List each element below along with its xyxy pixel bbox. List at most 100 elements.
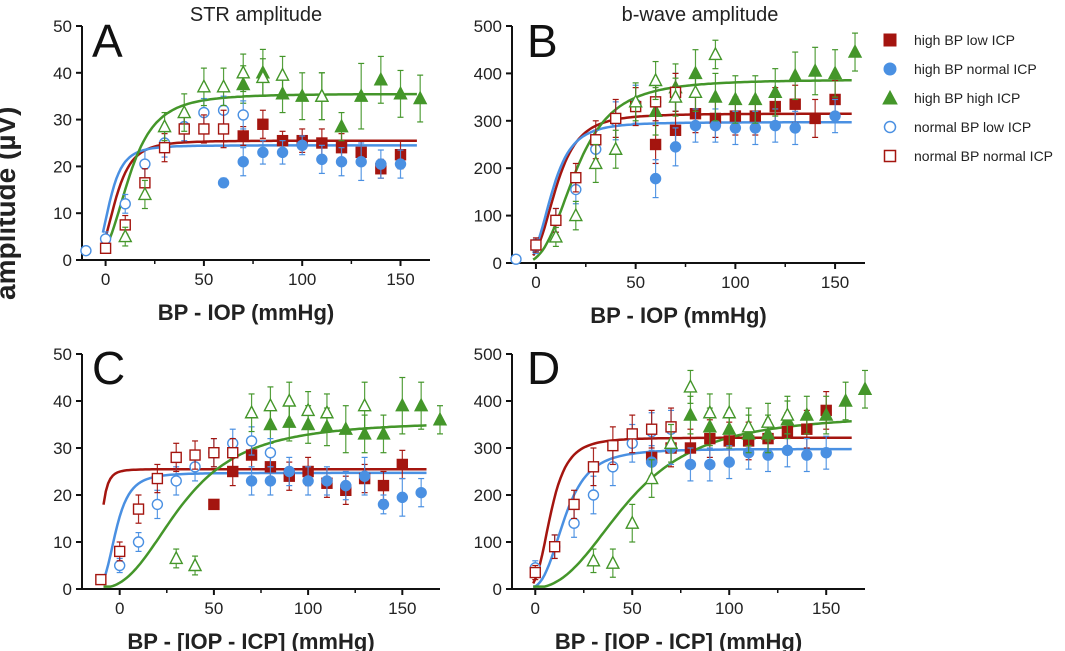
- data-point-circle: [704, 458, 716, 471]
- legend-label: normal BP normal ICP: [914, 148, 1054, 164]
- x-tick-label: 50: [194, 270, 213, 289]
- data-point-circle: [375, 158, 387, 170]
- data-point-triangle: [722, 404, 737, 419]
- data-point-triangle: [588, 155, 603, 170]
- data-point-circle: [340, 479, 352, 492]
- data-point-circle: [170, 475, 182, 487]
- x-tick-label: 150: [812, 599, 840, 618]
- data-point-circle: [749, 122, 762, 134]
- data-point-circle: [302, 475, 314, 487]
- data-point-circle: [355, 156, 367, 168]
- y-tick-label: 200: [474, 486, 502, 505]
- y-tick-label: 0: [493, 580, 502, 599]
- data-point-circle: [264, 475, 277, 487]
- y-tick-label: 50: [53, 17, 72, 36]
- data-point-triangle: [788, 67, 803, 82]
- data-point-square: [529, 566, 541, 579]
- y-tick-label: 500: [474, 345, 502, 364]
- y-tick-label: 10: [53, 533, 72, 552]
- data-point-circle: [283, 465, 295, 478]
- y-tick-label: 500: [474, 17, 502, 36]
- data-point-triangle: [196, 78, 212, 93]
- data-point-circle: [113, 559, 126, 572]
- y-tick-label: 50: [53, 345, 72, 364]
- data-point-triangle: [683, 378, 698, 393]
- x-tick-label: 150: [821, 273, 849, 292]
- data-point-triangle: [314, 88, 330, 102]
- data-point-triangle: [728, 91, 743, 106]
- x-tick-label: 150: [386, 270, 414, 289]
- data-point-triangle: [628, 93, 643, 108]
- data-point-square: [570, 171, 582, 184]
- data-point-triangle: [663, 435, 679, 449]
- data-point-triangle: [187, 557, 203, 572]
- data-point-circle: [80, 244, 92, 257]
- x-tick-label: 0: [531, 599, 540, 618]
- data-point-square: [550, 214, 562, 227]
- data-point-square: [590, 134, 602, 146]
- data-point-circle: [237, 109, 249, 121]
- data-point-triangle: [169, 550, 184, 565]
- data-point-circle: [729, 122, 742, 134]
- data-point-square: [170, 451, 182, 464]
- data-point-triangle: [300, 402, 316, 417]
- data-point-circle: [217, 177, 230, 189]
- data-point-triangle: [118, 228, 133, 243]
- data-point-triangle: [827, 65, 843, 80]
- panel-letter: A: [92, 15, 123, 67]
- data-point-circle: [151, 498, 164, 511]
- y-tick-label: 40: [53, 392, 72, 411]
- data-point-circle: [99, 233, 112, 245]
- x-tick-label: 0: [101, 270, 110, 289]
- data-point-square: [198, 123, 210, 135]
- y-tick-label: 20: [53, 157, 72, 176]
- data-point-triangle: [799, 407, 814, 421]
- data-point-triangle: [282, 392, 297, 407]
- legend-marker-open-square: [883, 149, 897, 163]
- data-point-square: [132, 503, 145, 515]
- data-point-circle: [377, 498, 390, 511]
- data-point-circle: [257, 146, 269, 159]
- x-tick-label: 0: [115, 599, 124, 618]
- data-point-triangle: [807, 63, 823, 77]
- data-point-circle: [510, 253, 522, 265]
- data-point-triangle: [357, 397, 372, 412]
- data-point-square: [548, 541, 561, 553]
- data-point-triangle: [748, 91, 763, 106]
- data-point-square: [626, 428, 638, 440]
- data-point-triangle: [395, 397, 410, 412]
- data-point-circle: [829, 110, 841, 122]
- data-point-triangle: [760, 414, 776, 428]
- data-point-triangle: [393, 85, 408, 100]
- x-tick-label: 100: [715, 599, 743, 618]
- data-point-circle: [119, 198, 131, 210]
- legend-item-high-bp-normal-icp: high BP normal ICP: [883, 59, 1053, 88]
- y-tick-label: 40: [53, 64, 72, 83]
- data-point-triangle: [608, 141, 623, 155]
- data-point-circle: [649, 172, 662, 185]
- data-point-triangle: [683, 407, 698, 421]
- data-point-triangle: [357, 425, 372, 440]
- x-axis-label: BP - IOP (mmHg): [590, 303, 766, 328]
- fit-curve: [532, 79, 852, 261]
- data-point-circle: [723, 456, 735, 468]
- legend-label: normal BP low ICP: [914, 119, 1032, 135]
- data-point-square: [568, 498, 580, 511]
- data-point-circle: [587, 489, 600, 501]
- data-point-triangle: [768, 84, 783, 99]
- data-point-triangle: [216, 78, 231, 93]
- data-point-triangle: [780, 407, 795, 421]
- x-tick-label: 100: [721, 273, 749, 292]
- y-tick-label: 20: [53, 486, 72, 505]
- y-tick-label: 300: [474, 439, 502, 458]
- data-point-square: [396, 458, 409, 471]
- data-point-triangle: [255, 69, 271, 84]
- data-point-square: [95, 573, 107, 586]
- data-point-triangle: [741, 418, 756, 433]
- data-point-triangle: [857, 381, 873, 395]
- data-point-circle: [396, 491, 409, 504]
- legend-label: high BP high ICP: [914, 90, 1021, 106]
- data-point-triangle: [373, 71, 389, 86]
- y-tick-label: 200: [474, 159, 502, 178]
